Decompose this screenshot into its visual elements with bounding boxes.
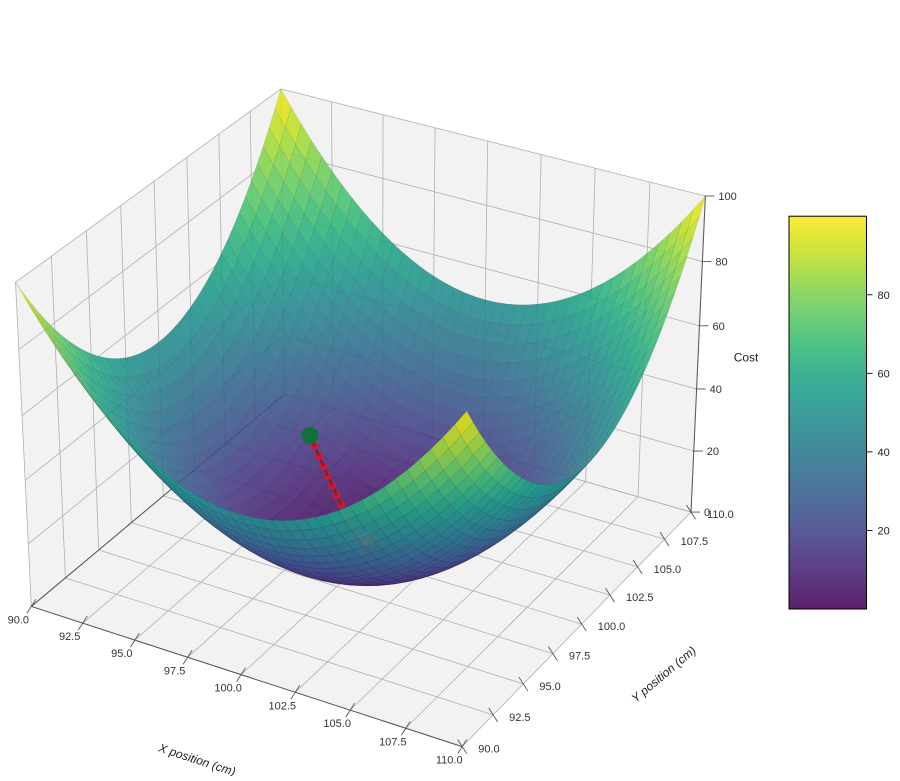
svg-text:100.0: 100.0: [214, 683, 242, 695]
svg-text:100.0: 100.0: [598, 621, 626, 633]
svg-text:95.0: 95.0: [111, 648, 132, 660]
svg-text:100: 100: [718, 191, 736, 203]
svg-text:Cost: Cost: [734, 351, 759, 365]
svg-text:92.5: 92.5: [59, 631, 80, 643]
svg-text:110.0: 110.0: [436, 755, 463, 767]
svg-text:110.0: 110.0: [707, 509, 734, 521]
svg-text:20: 20: [878, 525, 890, 537]
svg-text:60: 60: [712, 321, 724, 333]
svg-text:90.0: 90.0: [478, 744, 499, 756]
svg-text:97.5: 97.5: [569, 651, 590, 663]
svg-text:90.0: 90.0: [8, 614, 29, 626]
svg-text:102.5: 102.5: [626, 592, 654, 604]
svg-text:40: 40: [710, 384, 722, 396]
svg-text:97.5: 97.5: [164, 665, 185, 677]
svg-text:107.5: 107.5: [681, 536, 709, 548]
svg-text:95.0: 95.0: [539, 681, 560, 693]
svg-text:107.5: 107.5: [379, 736, 407, 748]
svg-text:80: 80: [878, 290, 890, 302]
svg-text:102.5: 102.5: [269, 700, 297, 712]
svg-text:60: 60: [878, 368, 890, 380]
svg-text:80: 80: [715, 256, 727, 268]
svg-text:40: 40: [878, 447, 890, 459]
svg-text:92.5: 92.5: [509, 712, 530, 724]
svg-text:20: 20: [707, 446, 719, 458]
svg-text:105.0: 105.0: [323, 718, 351, 730]
svg-text:0: 0: [704, 507, 710, 519]
svg-text:105.0: 105.0: [654, 564, 682, 576]
